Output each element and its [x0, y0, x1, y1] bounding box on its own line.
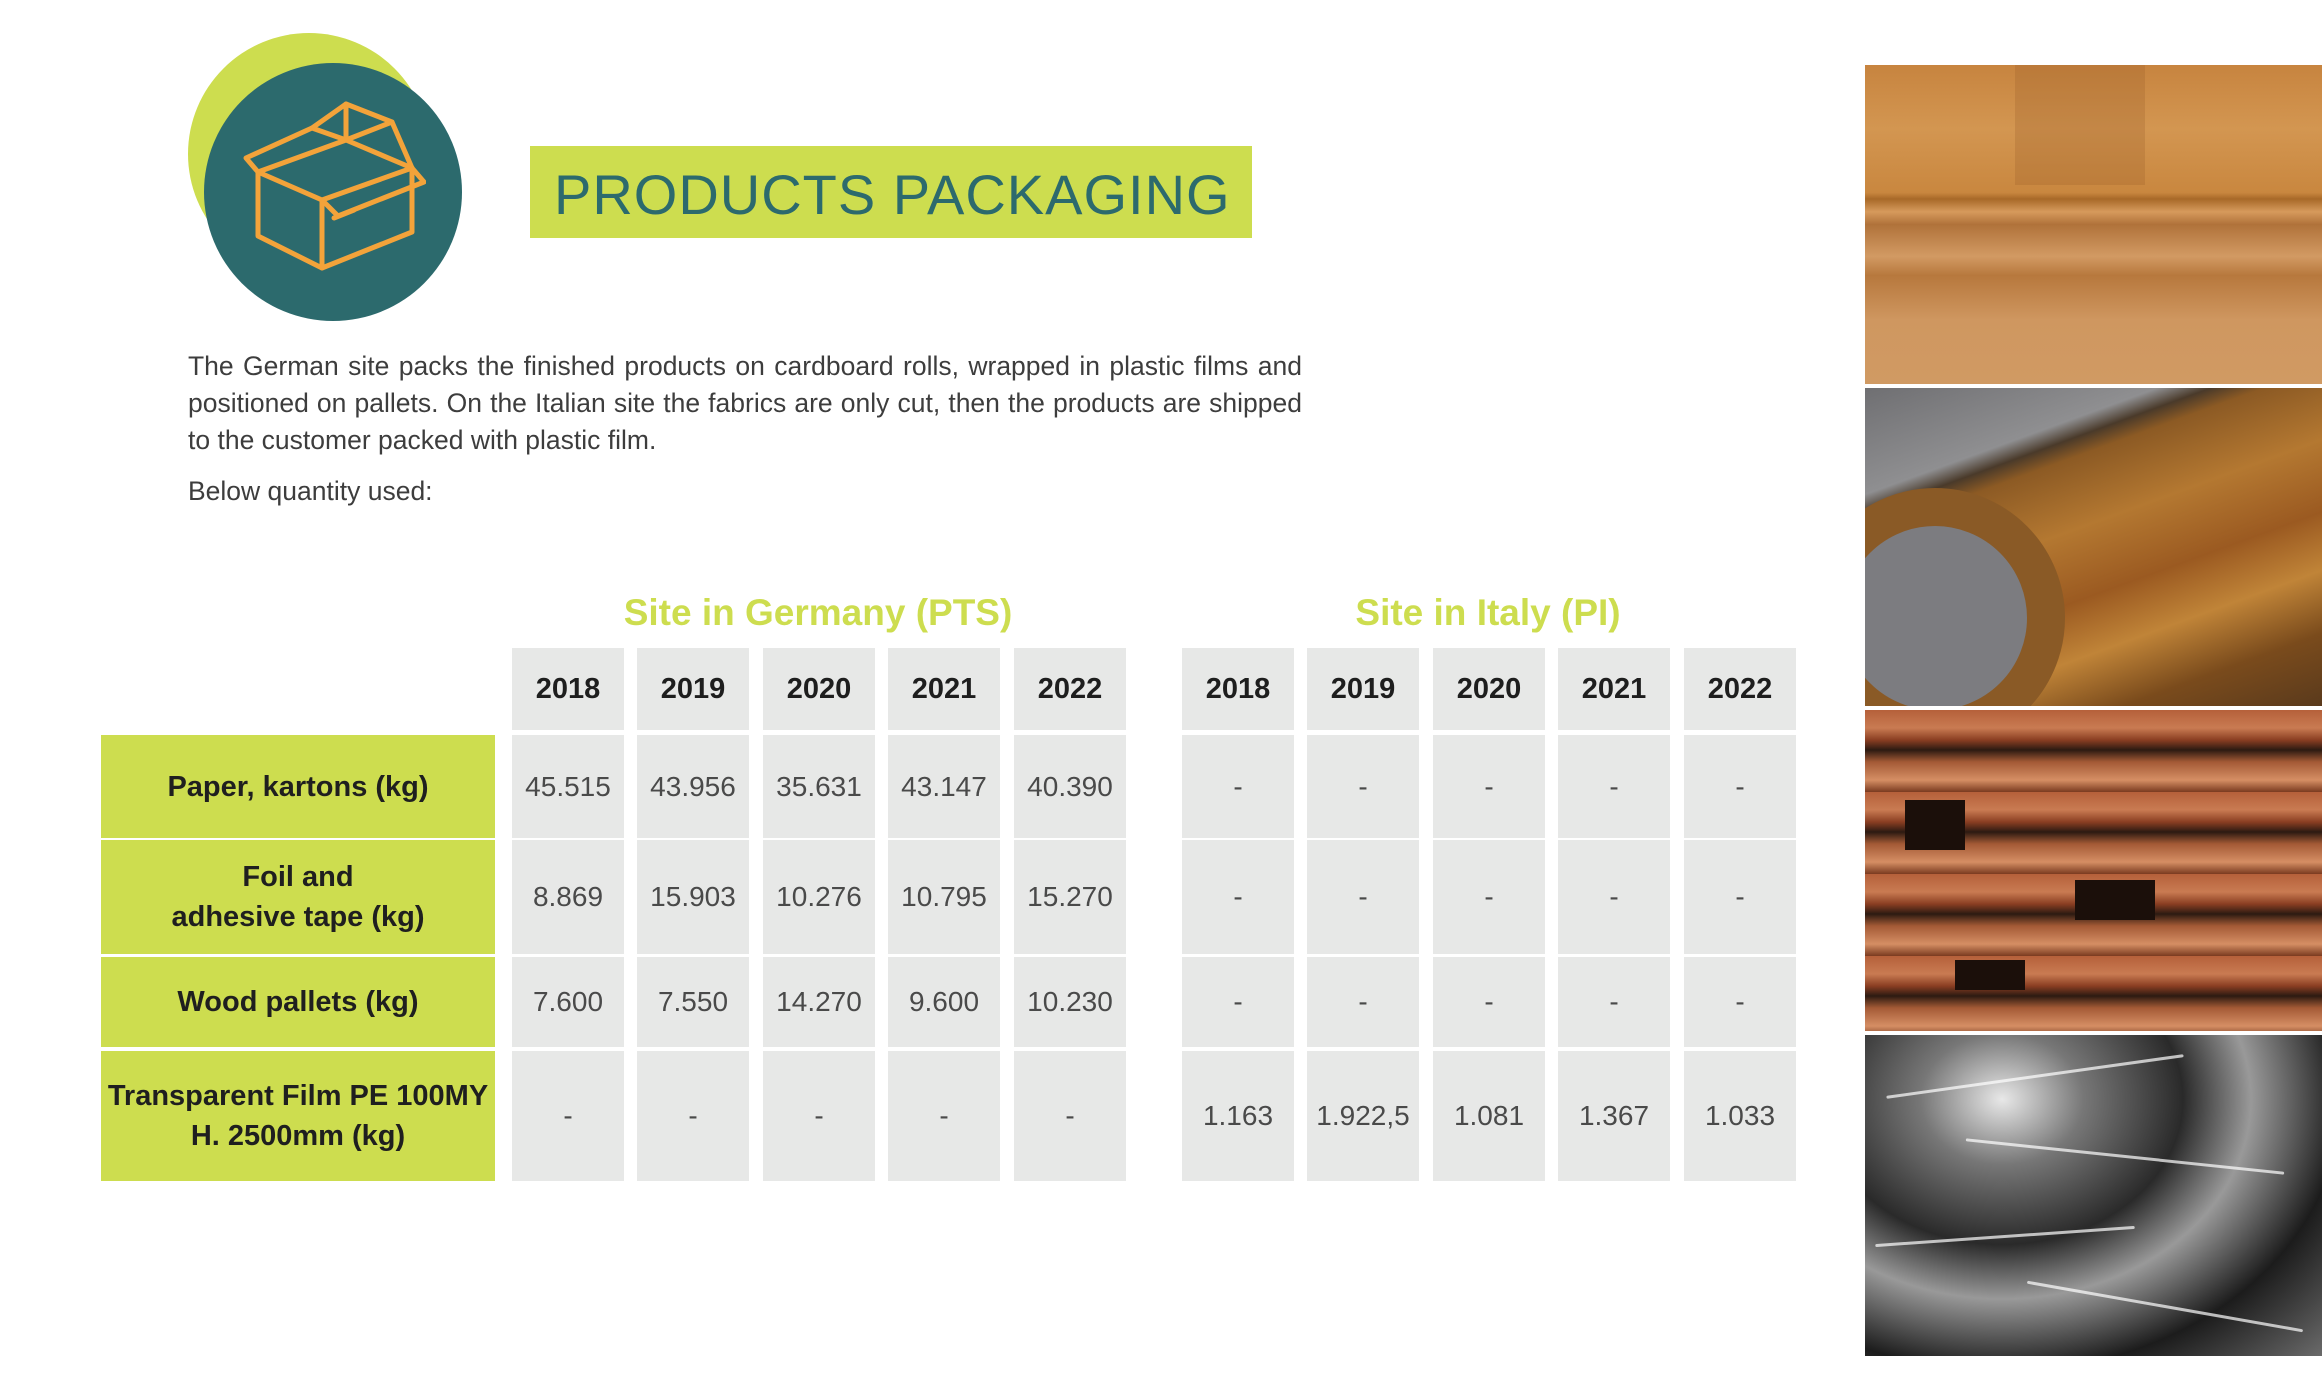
germany-year-header: 2018	[512, 648, 624, 730]
row-label-line: H. 2500mm (kg)	[190, 1120, 406, 1152]
below-quantity-label: Below quantity used:	[188, 476, 433, 506]
page-title: PRODUCTS PACKAGING	[554, 163, 1231, 226]
italy-value-cell: -	[1182, 840, 1294, 954]
italy-value-cell: 1.163	[1182, 1051, 1294, 1181]
germany-year-header: 2022	[1014, 648, 1126, 730]
row-label-line: Paper, kartons (kg)	[167, 770, 429, 803]
row-label-line: Foil and	[242, 861, 354, 893]
italy-value-cell: -	[1433, 957, 1545, 1047]
header-icon-badge	[180, 30, 480, 330]
italy-value-cell: -	[1433, 840, 1545, 954]
germany-value-cell: 43.147	[888, 735, 1000, 838]
row-label-line: adhesive tape (kg)	[171, 901, 425, 933]
germany-value-cell: 10.230	[1014, 957, 1126, 1047]
italy-value-cell: 1.081	[1433, 1051, 1545, 1181]
row-label-line: Transparent Film PE 100MY	[107, 1080, 489, 1112]
italy-value-cell: -	[1684, 957, 1796, 1047]
germany-value-cell: 8.869	[512, 840, 624, 954]
italy-value-cell: -	[1684, 840, 1796, 954]
germany-value-cell: 15.903	[637, 840, 749, 954]
italy-value-cell: -	[1558, 735, 1670, 838]
germany-value-cell: 10.795	[888, 840, 1000, 954]
italy-year-header: 2022	[1684, 648, 1796, 730]
film-highlight	[2026, 1280, 2304, 1333]
germany-year-header: 2021	[888, 648, 1000, 730]
italy-value-cell: 1.033	[1684, 1051, 1796, 1181]
italy-value-cell: -	[1558, 957, 1670, 1047]
germany-value-cell: 15.270	[1014, 840, 1126, 954]
italy-value-cell: 1.367	[1558, 1051, 1670, 1181]
site-germany-heading: Site in Germany (PTS)	[623, 592, 1013, 633]
germany-value-cell: 45.515	[512, 735, 624, 838]
title-banner: PRODUCTS PACKAGING	[530, 146, 1252, 238]
italy-value-cell: -	[1182, 735, 1294, 838]
italy-year-header: 2020	[1433, 648, 1545, 730]
tape-roll	[1865, 488, 2065, 706]
italy-value-cell: -	[1433, 735, 1545, 838]
pallet-gap	[1955, 960, 2025, 990]
open-box-icon	[243, 101, 426, 271]
tape-patch	[2015, 65, 2145, 185]
germany-value-cell: 35.631	[763, 735, 875, 838]
germany-value-cell: 9.600	[888, 957, 1000, 1047]
film-highlight	[1886, 1054, 2184, 1099]
site-italy-heading: Site in Italy (PI)	[1355, 592, 1621, 633]
italy-year-header: 2019	[1307, 648, 1419, 730]
germany-value-cell: -	[1014, 1051, 1126, 1181]
italy-value-cell: -	[1307, 840, 1419, 954]
italy-year-header: 2021	[1558, 648, 1670, 730]
germany-value-cell: 10.276	[763, 840, 875, 954]
row-label-line: Wood pallets (kg)	[177, 986, 419, 1018]
wood-pallets-photo	[1865, 710, 2322, 1031]
row-label: Foil and adhesive tape (kg)	[101, 840, 495, 954]
italy-value-cell: -	[1558, 840, 1670, 954]
film-highlight	[1965, 1138, 2285, 1175]
germany-value-cell: -	[512, 1051, 624, 1181]
germany-value-cell: 14.270	[763, 957, 875, 1047]
italy-value-cell: -	[1182, 957, 1294, 1047]
italy-value-cell: -	[1307, 735, 1419, 838]
plastic-film-photo	[1865, 1035, 2322, 1356]
film-highlight	[1875, 1225, 2135, 1248]
germany-value-cell: -	[637, 1051, 749, 1181]
teal-circle	[204, 63, 462, 321]
germany-year-header: 2020	[763, 648, 875, 730]
intro-paragraph: The German site packs the finished produ…	[188, 351, 1302, 455]
germany-value-cell: -	[888, 1051, 1000, 1181]
pallet-gap	[2075, 880, 2155, 920]
cardboard-photo	[1865, 65, 2322, 384]
germany-value-cell: 7.550	[637, 957, 749, 1047]
germany-value-cell: 40.390	[1014, 735, 1126, 838]
germany-value-cell: -	[763, 1051, 875, 1181]
pallet-gap	[1905, 800, 1965, 850]
packing-tape-photo	[1865, 388, 2322, 706]
italy-year-header: 2018	[1182, 648, 1294, 730]
italy-value-cell: -	[1684, 735, 1796, 838]
germany-value-cell: 43.956	[637, 735, 749, 838]
row-label: Transparent Film PE 100MY H. 2500mm (kg)	[101, 1051, 495, 1181]
germany-value-cell: 7.600	[512, 957, 624, 1047]
germany-year-header: 2019	[637, 648, 749, 730]
row-label: Paper, kartons (kg)	[101, 735, 495, 838]
italy-value-cell: -	[1307, 957, 1419, 1047]
italy-value-cell: 1.922,5	[1307, 1051, 1419, 1181]
intro-text: The German site packs the finished produ…	[188, 348, 1302, 459]
row-label: Wood pallets (kg)	[101, 957, 495, 1047]
